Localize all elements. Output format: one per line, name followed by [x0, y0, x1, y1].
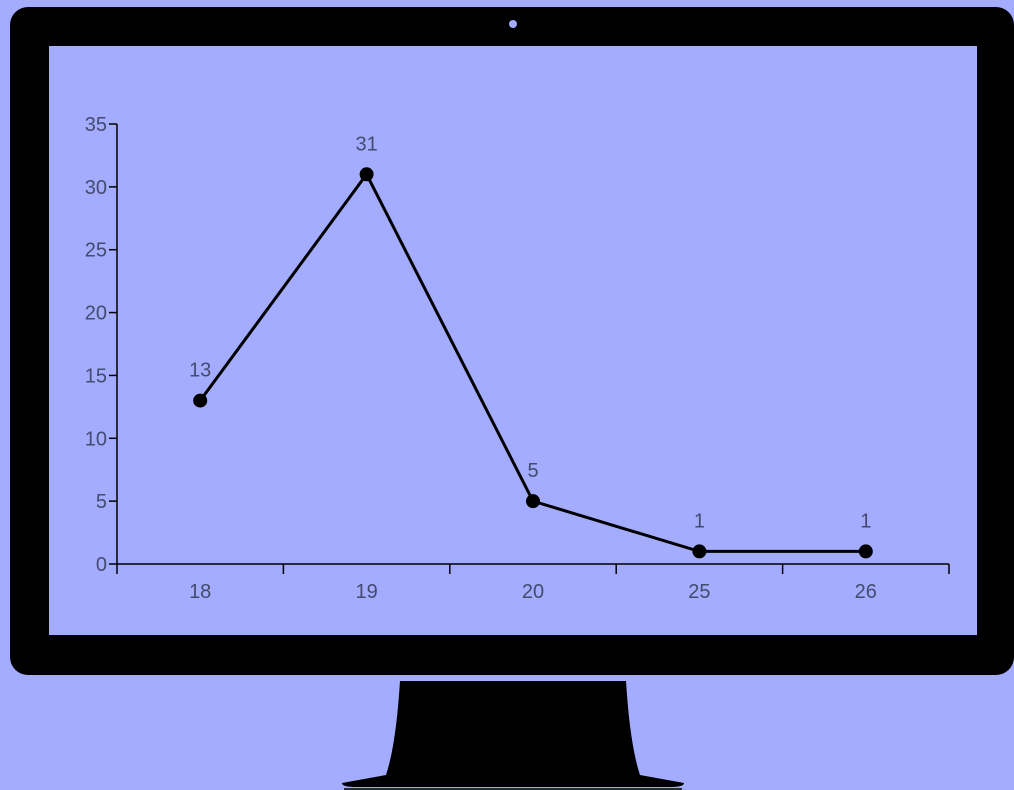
- data-label: 31: [355, 133, 377, 155]
- y-tick-label: 15: [85, 365, 107, 387]
- data-point: [526, 494, 540, 509]
- x-tick-label: 19: [355, 581, 377, 603]
- data-point: [692, 544, 707, 559]
- data-point: [359, 167, 374, 182]
- data-label: 1: [860, 510, 871, 532]
- x-tick-label: 25: [688, 581, 710, 603]
- y-tick-label: 35: [85, 114, 107, 136]
- data-label: 13: [189, 360, 211, 382]
- data-label: 1: [694, 510, 705, 532]
- series: [193, 167, 873, 559]
- x-axis: 18 19 20 25 26: [116, 563, 950, 603]
- y-tick-label: 0: [96, 554, 107, 576]
- data-label: 5: [527, 460, 538, 482]
- x-tick-label: 18: [189, 581, 211, 603]
- y-tick-label: 5: [96, 491, 107, 513]
- data-point: [193, 393, 208, 408]
- x-tick-label: 20: [522, 581, 544, 603]
- y-tick-label: 10: [85, 428, 107, 450]
- data-labels: 13 31 5 1 1: [189, 133, 871, 532]
- y-tick-label: 25: [85, 240, 107, 262]
- line-chart: 0 5 10 15 20 25 30 35 18 19 20 25 26 13 31 5 1 1: [85, 114, 950, 603]
- x-tick-label: 26: [855, 581, 877, 603]
- monitor-screen: 0 5 10 15 20 25 30 35 18 19 20 25 26 13 31 5 1 1: [49, 46, 977, 635]
- y-tick-label: 20: [85, 303, 107, 325]
- y-tick-label: 30: [85, 177, 107, 199]
- webcam-icon: [509, 20, 517, 28]
- data-point: [858, 544, 873, 559]
- y-axis: 0 5 10 15 20 25 30 35: [85, 114, 118, 576]
